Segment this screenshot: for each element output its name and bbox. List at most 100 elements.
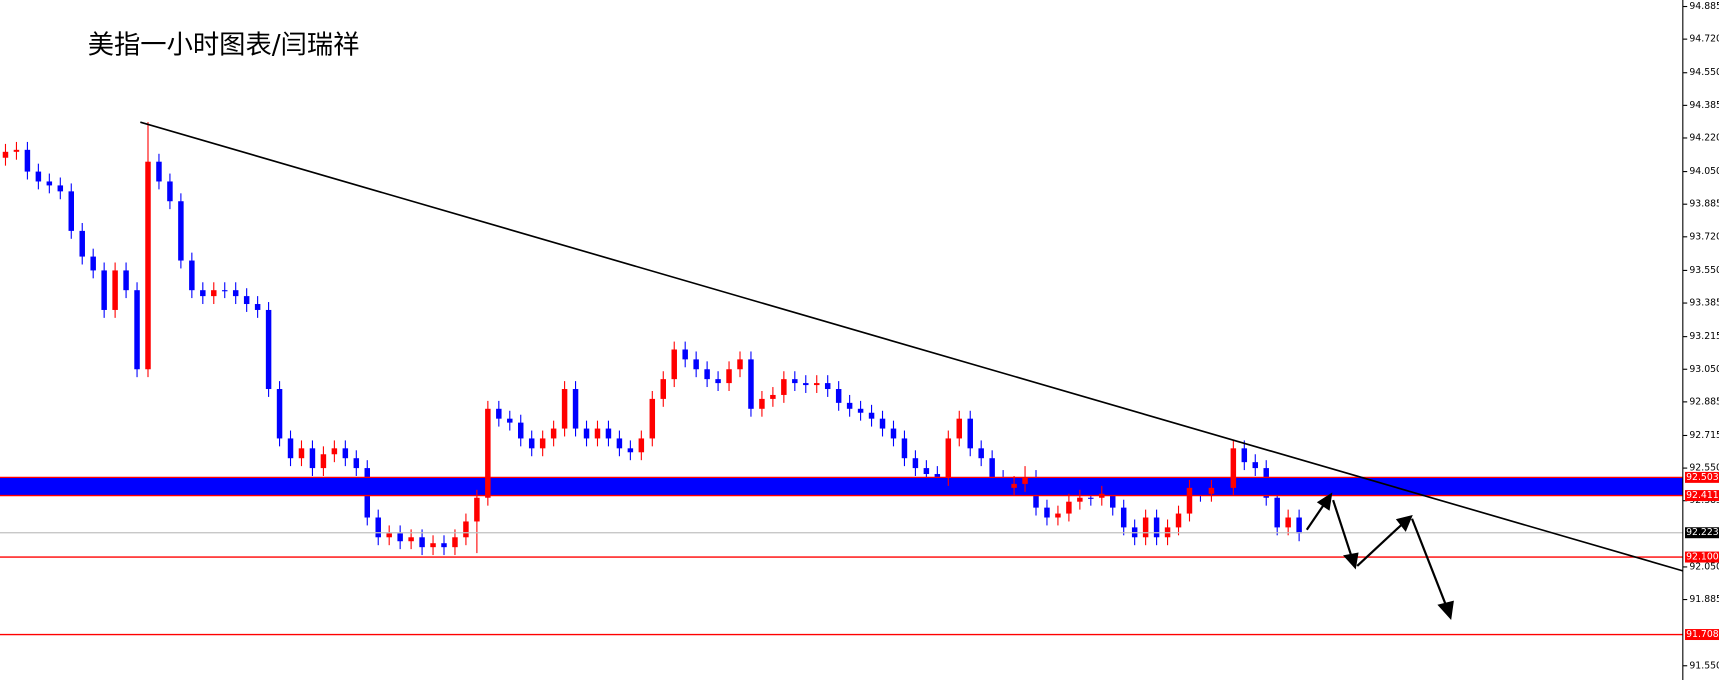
candle-body [474, 497, 480, 522]
candle-body [1285, 517, 1291, 528]
candle-body [1252, 462, 1259, 469]
y-tick-label: 92.885 [1689, 396, 1719, 407]
candle-body [770, 394, 776, 399]
candle-body [715, 379, 721, 384]
candle-body [1088, 497, 1094, 499]
candle-body [265, 309, 272, 390]
candle-body [298, 448, 305, 459]
y-tick-label: 93.385 [1689, 298, 1719, 309]
candle-body [243, 296, 250, 305]
candle-body [178, 201, 184, 261]
level-label-box [1685, 551, 1719, 563]
candle-body [386, 533, 392, 538]
candle-body [35, 171, 42, 182]
candle-body [704, 369, 710, 380]
candle-body [912, 458, 919, 469]
candle-body [320, 454, 327, 469]
candle-body [375, 517, 381, 538]
candle-body [978, 448, 984, 459]
candle-body [518, 422, 524, 439]
candle-body [781, 379, 787, 395]
candle-body [167, 181, 173, 202]
plot-area [0, 121, 1684, 636]
candle-body [1153, 517, 1160, 538]
arrow [1305, 501, 1327, 531]
candle-body [408, 537, 414, 542]
candle-body [1142, 517, 1149, 538]
forecast-arrows [1305, 492, 1454, 620]
y-tick-label: 94.050 [1689, 166, 1719, 177]
y-tick-label: 91.885 [1689, 594, 1719, 605]
candle-body [287, 438, 294, 459]
candle-body [1000, 477, 1006, 488]
candle-body [561, 389, 568, 429]
level-label-box [1685, 527, 1719, 539]
candle-body [857, 408, 864, 413]
candle-body [550, 428, 557, 439]
candle-body [1208, 487, 1215, 494]
candle-body [945, 438, 952, 478]
candle-body [397, 533, 403, 542]
candle-body [649, 398, 656, 439]
arrowhead [1395, 514, 1413, 532]
level-label: 92.100 [1686, 552, 1719, 563]
candle-body [57, 185, 64, 192]
y-tick-label: 93.885 [1689, 199, 1719, 210]
candle-body [528, 438, 535, 449]
candle-body [726, 369, 732, 384]
y-tick-label: 94.385 [1689, 100, 1719, 111]
candle-body [1296, 517, 1302, 534]
arrowhead [1316, 492, 1333, 511]
y-tick-label: 94.220 [1689, 132, 1719, 143]
candle-body [145, 161, 151, 370]
candle-body [539, 438, 546, 449]
candle-body [956, 418, 963, 439]
candle-body [901, 438, 908, 459]
candle-body [671, 349, 677, 380]
candle-body [1033, 477, 1039, 508]
level-label-box [1685, 471, 1719, 483]
candle-body [46, 181, 53, 186]
candle-body [101, 270, 107, 310]
candle-body [814, 383, 820, 386]
candle-body [452, 537, 458, 548]
candle-body [846, 402, 853, 409]
candle-body [748, 359, 754, 409]
candle-body [803, 383, 809, 386]
candle-body [605, 428, 612, 439]
candle-body [967, 418, 973, 449]
arrowhead [1343, 552, 1359, 570]
candle-body [90, 256, 96, 271]
candle-body [1110, 493, 1116, 508]
candle-body [879, 418, 886, 429]
candle-body [660, 379, 667, 399]
candle-body [254, 304, 261, 310]
candle-body [112, 270, 118, 310]
candle-body [430, 543, 436, 548]
candle-body [68, 191, 75, 231]
arrow [1356, 522, 1405, 567]
candle-body [463, 521, 469, 538]
candle-body [759, 398, 765, 409]
candle-body [682, 349, 688, 360]
level-label-box [1685, 629, 1719, 641]
candle-body [13, 149, 20, 152]
y-tick-label: 93.050 [1689, 364, 1719, 375]
y-tick-label: 92.050 [1689, 561, 1719, 572]
candle-body [364, 468, 371, 518]
level-label: 92.411 [1686, 490, 1719, 501]
candle-body [616, 438, 623, 449]
y-tick-label: 93.720 [1689, 231, 1719, 242]
candle-body [353, 458, 360, 469]
candle-body [1197, 487, 1204, 494]
support-band [0, 477, 1683, 496]
candle-body [309, 448, 316, 469]
candle-body [1186, 487, 1193, 514]
candle-body [594, 428, 601, 439]
arrow [1332, 499, 1353, 558]
y-tick-label: 92.550 [1689, 463, 1719, 474]
level-label-box [1685, 490, 1719, 502]
candle-body [1055, 513, 1061, 518]
candle-body [890, 428, 897, 439]
